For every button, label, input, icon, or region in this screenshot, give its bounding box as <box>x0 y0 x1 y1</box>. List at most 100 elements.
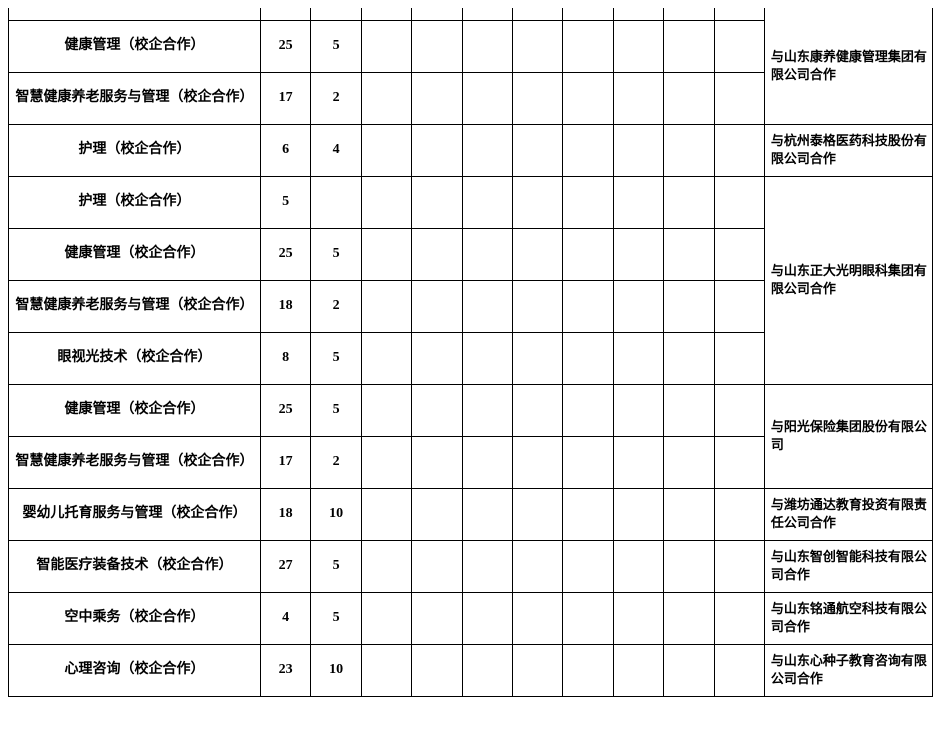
cell-c7 <box>563 540 613 592</box>
cell-c5 <box>462 540 512 592</box>
cell-c10 <box>714 488 764 540</box>
cell-c5 <box>462 124 512 176</box>
cell-name: 护理（校企合作） <box>9 176 261 228</box>
cell-c7 <box>563 72 613 124</box>
table-row: 与山东康养健康管理集团有限公司合作 <box>9 8 933 20</box>
cell-c7 <box>563 228 613 280</box>
cell-c9 <box>664 332 714 384</box>
cell-c1: 25 <box>260 384 310 436</box>
cell-c6 <box>512 488 562 540</box>
cell-c7 <box>563 20 613 72</box>
cell-note: 与山东正大光明眼科集团有限公司合作 <box>764 176 932 384</box>
cell-c2 <box>311 176 361 228</box>
cell-c1: 17 <box>260 72 310 124</box>
cell-c10 <box>714 592 764 644</box>
cell-c8 <box>613 280 663 332</box>
cell-c3 <box>361 8 411 20</box>
cell-c9 <box>664 384 714 436</box>
cell-c10 <box>714 332 764 384</box>
cell-c9 <box>664 124 714 176</box>
cell-c6 <box>512 332 562 384</box>
cell-c1: 4 <box>260 592 310 644</box>
cell-c6 <box>512 72 562 124</box>
cell-note: 与潍坊通达教育投资有限责任公司合作 <box>764 488 932 540</box>
cell-c10 <box>714 384 764 436</box>
cell-c10 <box>714 176 764 228</box>
cell-c1: 18 <box>260 280 310 332</box>
cell-c3 <box>361 124 411 176</box>
cell-c3 <box>361 72 411 124</box>
cell-c6 <box>512 436 562 488</box>
cell-c2: 2 <box>311 436 361 488</box>
cell-c2: 2 <box>311 280 361 332</box>
cell-c10 <box>714 540 764 592</box>
cell-c7 <box>563 8 613 20</box>
cell-c6 <box>512 644 562 696</box>
cell-c7 <box>563 436 613 488</box>
cell-c7 <box>563 332 613 384</box>
cell-c4 <box>412 8 462 20</box>
cell-name <box>9 8 261 20</box>
cell-c9 <box>664 540 714 592</box>
cell-c4 <box>412 332 462 384</box>
cell-c9 <box>664 592 714 644</box>
cell-name: 护理（校企合作） <box>9 124 261 176</box>
table-row: 护理（校企合作）5与山东正大光明眼科集团有限公司合作 <box>9 176 933 228</box>
cell-c3 <box>361 228 411 280</box>
cell-c8 <box>613 8 663 20</box>
cell-note: 与山东铭通航空科技有限公司合作 <box>764 592 932 644</box>
cell-c10 <box>714 228 764 280</box>
cell-c1 <box>260 8 310 20</box>
enrollment-table: 与山东康养健康管理集团有限公司合作健康管理（校企合作）255智慧健康养老服务与管… <box>8 8 933 697</box>
cell-note: 与杭州泰格医药科技股份有限公司合作 <box>764 124 932 176</box>
cell-name: 婴幼儿托育服务与管理（校企合作） <box>9 488 261 540</box>
cell-c2: 5 <box>311 332 361 384</box>
cell-c4 <box>412 540 462 592</box>
cell-c9 <box>664 644 714 696</box>
cell-c2: 10 <box>311 488 361 540</box>
cell-c3 <box>361 384 411 436</box>
cell-c5 <box>462 228 512 280</box>
cell-note: 与阳光保险集团股份有限公司 <box>764 384 932 488</box>
cell-c1: 17 <box>260 436 310 488</box>
cell-c8 <box>613 228 663 280</box>
cell-c3 <box>361 644 411 696</box>
cell-c5 <box>462 384 512 436</box>
cell-note: 与山东心种子教育咨询有限公司合作 <box>764 644 932 696</box>
cell-c9 <box>664 228 714 280</box>
cell-name: 健康管理（校企合作） <box>9 228 261 280</box>
cell-c5 <box>462 488 512 540</box>
cell-c3 <box>361 488 411 540</box>
cell-c8 <box>613 436 663 488</box>
table-row: 智能医疗装备技术（校企合作）275与山东智创智能科技有限公司合作 <box>9 540 933 592</box>
cell-c8 <box>613 176 663 228</box>
cell-c6 <box>512 592 562 644</box>
cell-c3 <box>361 592 411 644</box>
cell-name: 智慧健康养老服务与管理（校企合作） <box>9 72 261 124</box>
cell-name: 智慧健康养老服务与管理（校企合作） <box>9 436 261 488</box>
cell-c7 <box>563 176 613 228</box>
cell-c2: 5 <box>311 592 361 644</box>
cell-c7 <box>563 488 613 540</box>
cell-c8 <box>613 540 663 592</box>
table-row: 婴幼儿托育服务与管理（校企合作）1810与潍坊通达教育投资有限责任公司合作 <box>9 488 933 540</box>
cell-c6 <box>512 20 562 72</box>
table-row: 健康管理（校企合作）255与阳光保险集团股份有限公司 <box>9 384 933 436</box>
cell-c2: 5 <box>311 540 361 592</box>
cell-c8 <box>613 384 663 436</box>
cell-name: 心理咨询（校企合作） <box>9 644 261 696</box>
table-row: 空中乘务（校企合作）45与山东铭通航空科技有限公司合作 <box>9 592 933 644</box>
cell-c7 <box>563 644 613 696</box>
cell-c1: 25 <box>260 228 310 280</box>
table-row: 心理咨询（校企合作）2310与山东心种子教育咨询有限公司合作 <box>9 644 933 696</box>
cell-c5 <box>462 280 512 332</box>
cell-c8 <box>613 72 663 124</box>
cell-c5 <box>462 72 512 124</box>
cell-c9 <box>664 488 714 540</box>
cell-c10 <box>714 8 764 20</box>
cell-c4 <box>412 384 462 436</box>
cell-c3 <box>361 176 411 228</box>
cell-c6 <box>512 124 562 176</box>
cell-c8 <box>613 592 663 644</box>
cell-c5 <box>462 8 512 20</box>
